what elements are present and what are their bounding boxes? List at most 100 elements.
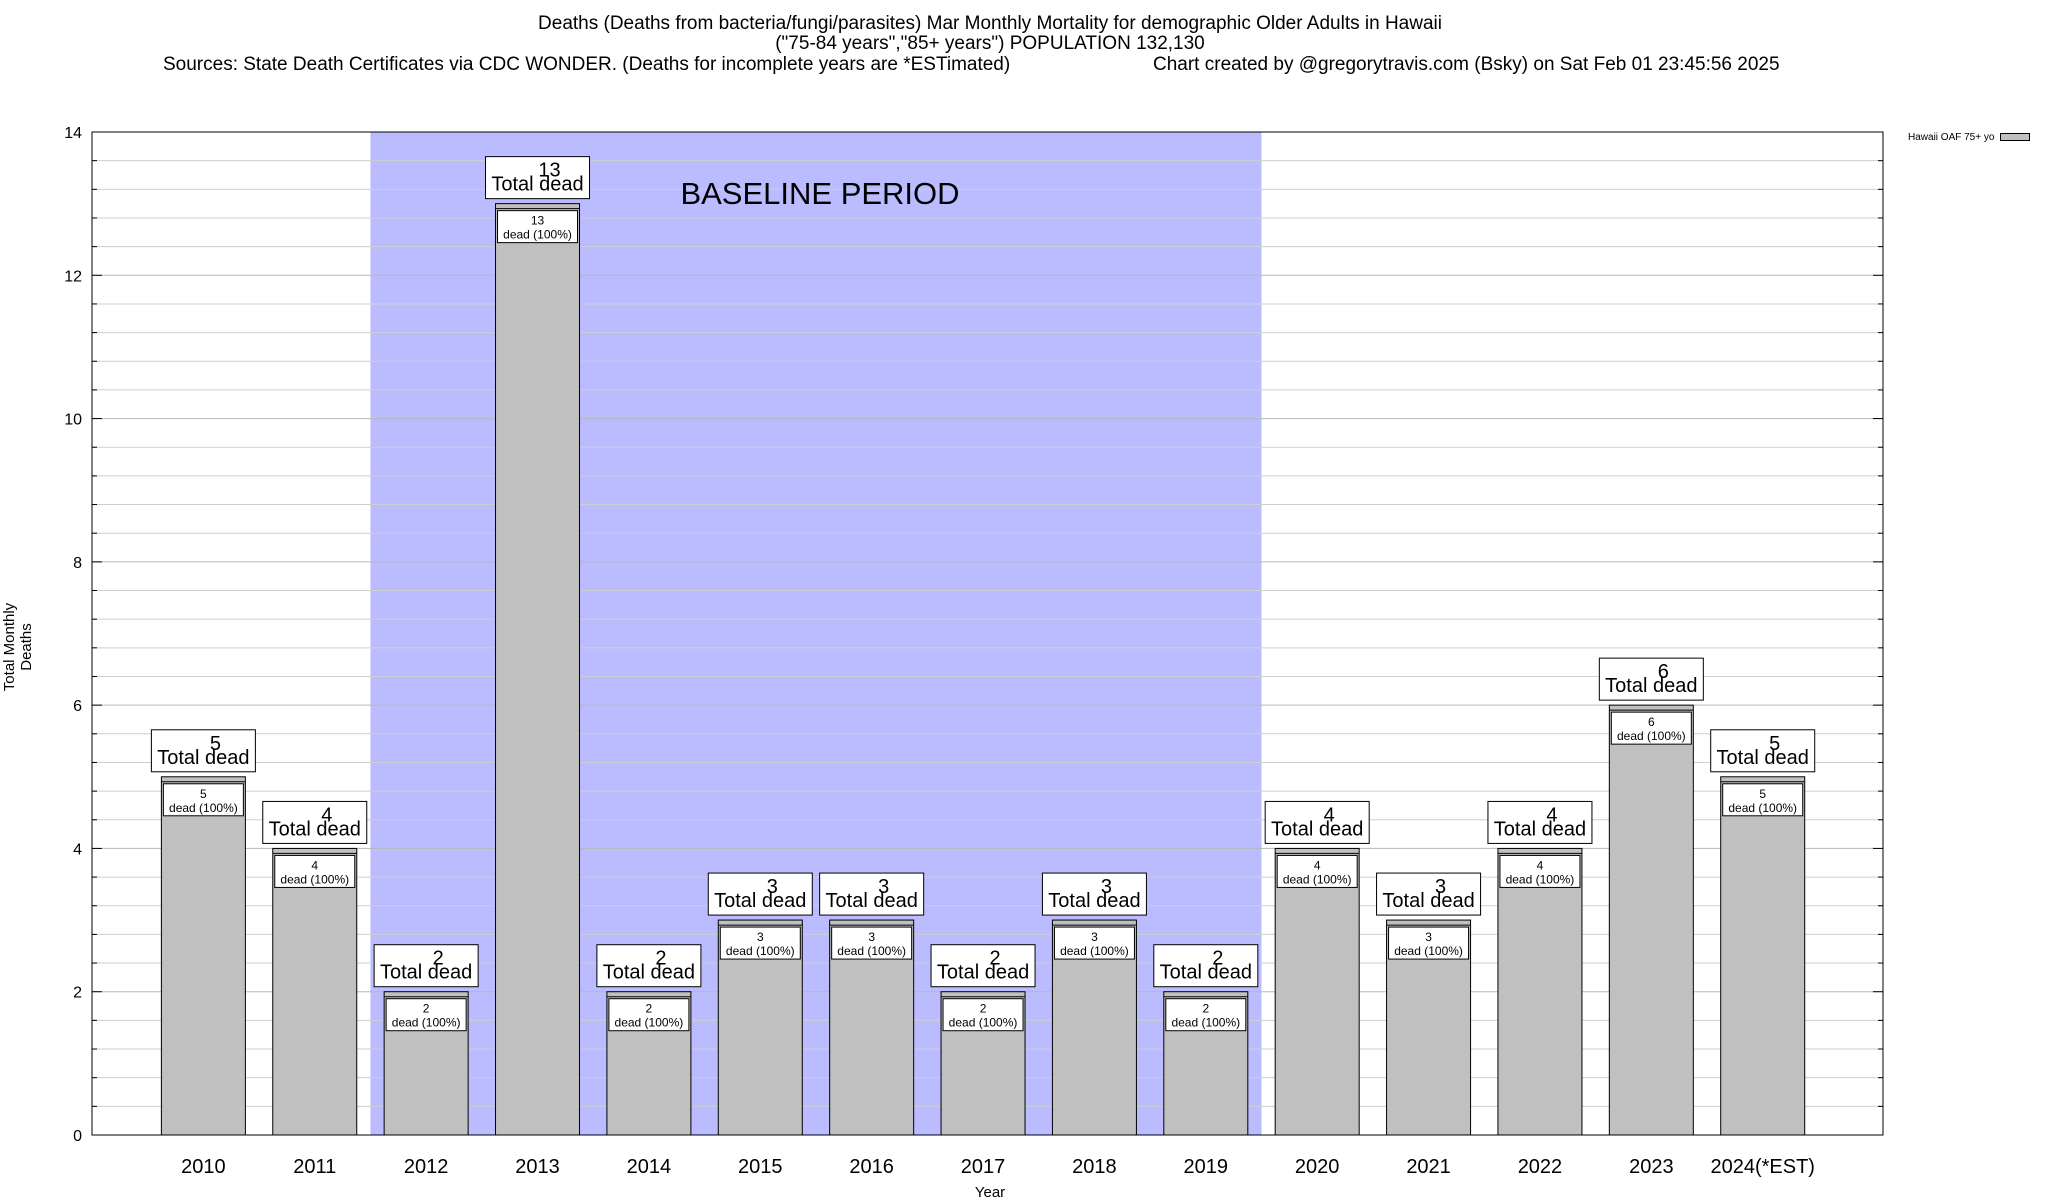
bar-total-label-box bbox=[1710, 729, 1816, 773]
bar-inner-label-box bbox=[385, 998, 467, 1032]
bar-inner-label-box bbox=[1165, 998, 1247, 1032]
bar bbox=[1608, 704, 1694, 1136]
bar-inner-value: 4 bbox=[311, 858, 318, 872]
bar-inner-label-box bbox=[1722, 783, 1804, 817]
bar bbox=[160, 776, 246, 1136]
bar-inner-value: 3 bbox=[868, 930, 875, 944]
x-tick-label: 2022 bbox=[1518, 1156, 1563, 1178]
bar-total-label: Total dead bbox=[1605, 675, 1697, 697]
bar-total-label: Total dead bbox=[1048, 890, 1140, 912]
title-line-2: ("75-84 years","85+ years") POPULATION 1… bbox=[775, 33, 1205, 54]
bar bbox=[272, 847, 358, 1136]
y-tick-label: 10 bbox=[64, 412, 82, 429]
bar-total-label: Total dead bbox=[714, 890, 806, 912]
y-tick-label: 8 bbox=[73, 555, 82, 572]
bar-total-value: 4 bbox=[1324, 804, 1335, 826]
bar-inner-label-box bbox=[719, 926, 801, 960]
bar-inner-value: 13 bbox=[531, 214, 545, 228]
bar-total-label: Total dead bbox=[1494, 818, 1586, 840]
bar-total-label-box bbox=[819, 872, 925, 916]
x-tick-label: 2011 bbox=[293, 1156, 336, 1178]
bar-inner-label-box bbox=[274, 854, 356, 888]
bar-inner-pct: dead (100%) bbox=[1171, 1016, 1240, 1030]
bar-inner-pct: dead (100%) bbox=[1728, 801, 1797, 815]
bar-total-label: Total dead bbox=[1160, 962, 1252, 984]
bar-total-label: Total dead bbox=[380, 962, 472, 984]
bar bbox=[1274, 847, 1360, 1136]
bar-total-value: 4 bbox=[1546, 804, 1557, 826]
bar-total-label: Total dead bbox=[1271, 818, 1363, 840]
bar-inner-value: 4 bbox=[1314, 858, 1321, 872]
chart-title: Deaths (Deaths from bacteria/fungi/paras… bbox=[0, 14, 1980, 54]
legend: Hawaii OAF 75+ yo bbox=[1908, 132, 2031, 143]
bar-total-value: 3 bbox=[1435, 876, 1446, 898]
bar-inner-label-box bbox=[831, 926, 913, 960]
bar-inner-label-box bbox=[1276, 854, 1358, 888]
bar-total-value: 2 bbox=[989, 948, 1000, 970]
bar-inner-pct: dead (100%) bbox=[503, 228, 572, 242]
bar-inner-label-box bbox=[1053, 926, 1135, 960]
bar-inner-pct: dead (100%) bbox=[169, 801, 238, 815]
x-tick-label: 2010 bbox=[181, 1156, 226, 1178]
x-tick-label: 2017 bbox=[961, 1156, 1006, 1178]
bar-inner-label-box bbox=[608, 998, 690, 1032]
bar-inner-value: 2 bbox=[980, 1002, 987, 1016]
bar-inner-value: 5 bbox=[1759, 787, 1766, 801]
bar-inner-value: 2 bbox=[423, 1002, 430, 1016]
bar-total-value: 2 bbox=[1212, 948, 1223, 970]
bar-total-label-box bbox=[262, 800, 368, 844]
y-tick-label: 4 bbox=[73, 841, 82, 858]
bar-inner-label-box bbox=[1388, 926, 1470, 960]
bar-total-value: 3 bbox=[1101, 876, 1112, 898]
bar-inner-label-box bbox=[1499, 854, 1581, 888]
bar-inner-value: 3 bbox=[1425, 930, 1432, 944]
bar-inner-pct: dead (100%) bbox=[615, 1016, 684, 1030]
sources-note: Sources: State Death Certificates via CD… bbox=[163, 54, 1011, 75]
legend-label: Hawaii OAF 75+ yo bbox=[1908, 132, 1995, 143]
bar-inner-pct: dead (100%) bbox=[392, 1016, 461, 1030]
bar-total-label-box bbox=[930, 944, 1036, 988]
x-tick-label: 2024(*EST) bbox=[1710, 1156, 1815, 1178]
y-axis-label: Total Monthly Deaths bbox=[1, 602, 35, 692]
bar-inner-value: 2 bbox=[646, 1002, 653, 1016]
bar-total-value: 3 bbox=[878, 876, 889, 898]
bar-inner-value: 5 bbox=[200, 787, 207, 801]
bar-inner-value: 6 bbox=[1648, 715, 1655, 729]
bar-inner-label-box bbox=[497, 210, 579, 244]
bar-total-label-box bbox=[1153, 944, 1259, 988]
x-tick-label: 2013 bbox=[515, 1156, 560, 1178]
bar-inner-pct: dead (100%) bbox=[837, 944, 906, 958]
bar-inner-pct: dead (100%) bbox=[280, 872, 349, 886]
bar-total-label-box bbox=[1487, 800, 1593, 844]
bar-total-value: 13 bbox=[538, 160, 560, 182]
bar bbox=[495, 203, 581, 1136]
x-tick-label: 2023 bbox=[1629, 1156, 1674, 1178]
bar-total-value: 5 bbox=[210, 733, 221, 755]
bar-total-value: 2 bbox=[433, 948, 444, 970]
bar bbox=[1497, 847, 1583, 1136]
bar-total-label-box bbox=[596, 944, 702, 988]
x-tick-label: 2021 bbox=[1406, 1156, 1451, 1178]
y-tick-label: 14 bbox=[64, 125, 82, 142]
bar-total-label: Total dead bbox=[269, 818, 361, 840]
bar-inner-pct: dead (100%) bbox=[1506, 872, 1575, 886]
bar-total-label-box bbox=[373, 944, 479, 988]
bar-total-label-box bbox=[707, 872, 813, 916]
x-tick-label: 2020 bbox=[1295, 1156, 1340, 1178]
y-tick-label: 0 bbox=[73, 1128, 82, 1145]
bar-total-value: 5 bbox=[1769, 733, 1780, 755]
legend-swatch bbox=[2000, 133, 2031, 142]
bar-total-label: Total dead bbox=[937, 962, 1029, 984]
x-tick-label: 2015 bbox=[738, 1156, 783, 1178]
bar-total-value: 2 bbox=[655, 948, 666, 970]
chart-credit: Chart created by @gregorytravis.com (Bsk… bbox=[1153, 54, 1780, 75]
bar-total-label-box bbox=[1041, 872, 1147, 916]
bar-total-value: 3 bbox=[767, 876, 778, 898]
bar-total-label-box bbox=[1264, 800, 1370, 844]
bar-total-value: 6 bbox=[1658, 661, 1669, 683]
y-tick-label: 2 bbox=[73, 985, 82, 1002]
bar-inner-value: 4 bbox=[1537, 858, 1544, 872]
bar-total-label: Total dead bbox=[1382, 890, 1474, 912]
bar-inner-pct: dead (100%) bbox=[726, 944, 795, 958]
